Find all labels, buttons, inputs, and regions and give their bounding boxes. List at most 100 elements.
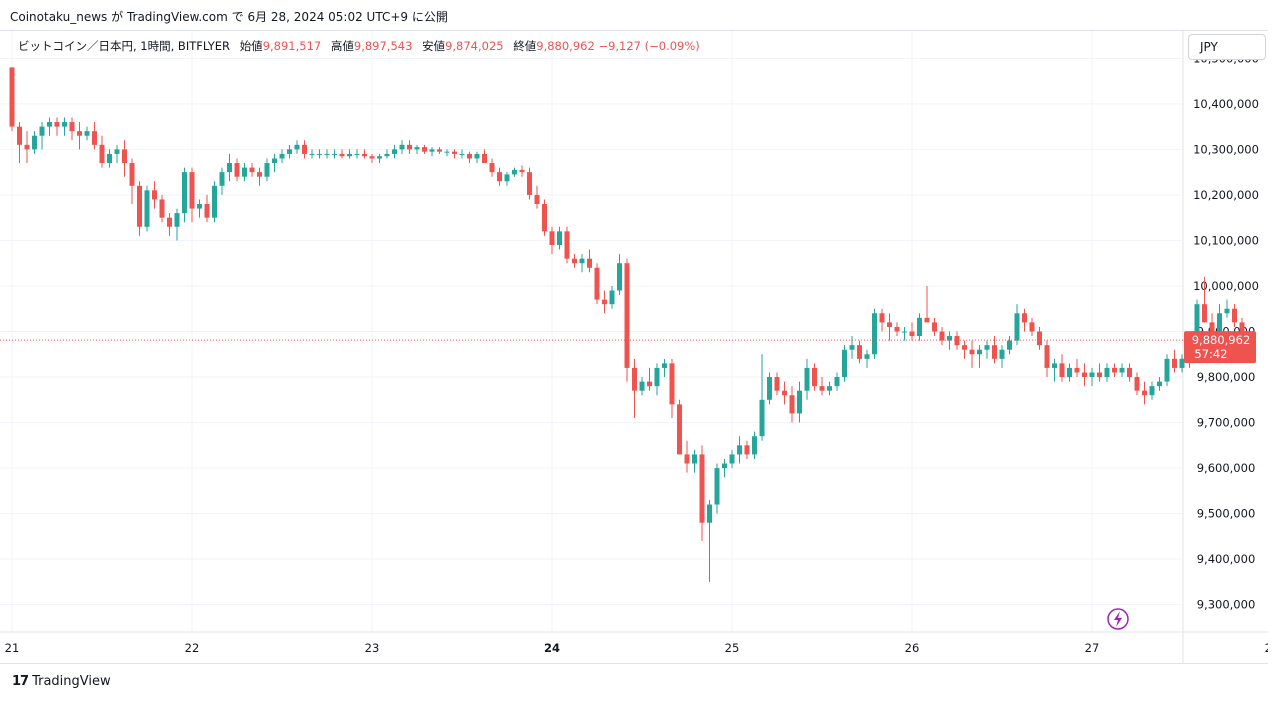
candle-body (707, 504, 712, 523)
lightning-icon (1107, 608, 1129, 630)
candle-body (902, 331, 907, 333)
candle-body (512, 169, 517, 175)
y-tick-label: 9,800,000 (1197, 370, 1256, 384)
x-tick-label: 24 (544, 641, 560, 655)
candle-body (677, 404, 682, 455)
y-tick-label: 10,000,000 (1193, 279, 1259, 293)
candle-body (624, 263, 630, 368)
tradingview-footer[interactable]: 17 TradingView (12, 674, 111, 689)
candle-body (452, 151, 457, 154)
candle-body (737, 445, 742, 455)
currency-button[interactable]: JPY (1188, 34, 1266, 60)
candle-body (894, 326, 900, 332)
candle-body (249, 167, 255, 173)
x-tick-label: 22 (185, 641, 200, 655)
candle-body (782, 390, 787, 396)
candle-body (32, 135, 37, 150)
candle-body (1142, 390, 1147, 396)
open-label: 始値 (239, 39, 263, 53)
candle-body (519, 169, 525, 173)
candle-body (1089, 372, 1095, 378)
candle-body (54, 122, 60, 127)
candle-body (1172, 358, 1177, 368)
tradingview-brand: TradingView (32, 674, 111, 689)
candle-body (17, 126, 22, 145)
candle-body (872, 313, 877, 355)
publish-info: Coinotaku_news が TradingView.com で 6月 28… (10, 8, 448, 25)
candle-body (879, 313, 885, 323)
last-price-value: 9,880,962 (1192, 333, 1251, 347)
candle-body (1104, 367, 1110, 378)
candle-body (1007, 340, 1012, 350)
chart-pane[interactable]: 9,300,000 9,400,000 9,500,000 9,600,000 9,70… (0, 30, 1279, 664)
candle-body (572, 258, 577, 264)
candle-body (992, 345, 997, 359)
candle-body (1217, 313, 1222, 332)
candle-body (617, 263, 622, 291)
candle-body (1179, 358, 1185, 368)
candle-body (744, 445, 750, 455)
candle-body (264, 163, 270, 177)
candle-body (1067, 367, 1072, 378)
tradingview-logo-icon: 17 (12, 674, 29, 689)
candle-body (999, 349, 1005, 359)
candle-body (107, 153, 112, 164)
y-tick-label: 9,400,000 (1197, 552, 1256, 566)
candle-body (459, 153, 465, 155)
candle-body (692, 454, 697, 464)
y-tick-label: 9,700,000 (1197, 416, 1256, 430)
candle-body (962, 345, 967, 350)
candle-body (324, 153, 330, 155)
candle-body (332, 153, 337, 155)
candle-body (377, 156, 382, 159)
lightning-icon-bolt (1114, 611, 1122, 627)
candle-body (1224, 308, 1230, 314)
candle-body (819, 386, 825, 391)
x-tick-label: 28 (1265, 641, 1268, 655)
high-value: 9,897,543 (353, 39, 413, 53)
candle-body (1052, 363, 1057, 368)
candle-body (422, 147, 427, 152)
candle-body (407, 144, 412, 150)
y-tick-label: 9,600,000 (1197, 461, 1256, 475)
low-label: 安値 (422, 39, 446, 53)
candle-body (1134, 377, 1140, 391)
x-tick-label: 26 (905, 641, 920, 655)
candle-body (909, 331, 915, 337)
candle-body (857, 345, 862, 359)
candle-body (204, 204, 210, 218)
candle-body (849, 345, 855, 350)
candle-body (77, 131, 82, 136)
publisher-name[interactable]: Coinotaku_news (10, 10, 108, 24)
candle-body (242, 167, 247, 177)
candle-body (159, 199, 165, 218)
candle-body (1112, 367, 1117, 373)
candle-body (182, 172, 187, 214)
candle-body (812, 367, 817, 387)
candle-body (369, 156, 375, 159)
candle-body (714, 468, 720, 505)
candle-body (1029, 322, 1035, 332)
candle-body (699, 454, 705, 523)
candle-body (174, 213, 180, 227)
candle-body (489, 163, 495, 173)
high-label: 高値 (330, 39, 354, 53)
x-tick-label: 25 (725, 641, 740, 655)
candle-body (1022, 313, 1027, 323)
candle-body (1202, 304, 1207, 323)
candle-body (984, 345, 990, 350)
candlestick-chart[interactable]: 9,300,000 9,400,000 9,500,000 9,600,000 9,70… (0, 31, 1279, 663)
candle-body (1209, 322, 1215, 332)
candle-body (99, 144, 105, 164)
candle-body (347, 153, 352, 157)
candle-body (1082, 372, 1087, 378)
candle-body (722, 463, 727, 469)
candle-body (662, 363, 667, 368)
candle-body (797, 390, 802, 414)
candle-body (497, 172, 502, 182)
symbol-title[interactable]: ビットコイン／日本円, 1時間, BITFLYER (18, 39, 231, 53)
candle-body (219, 172, 225, 186)
candle-body (62, 122, 67, 127)
ohlc-legend: ビットコイン／日本円, 1時間, BITFLYER 始値9,891,517 高値… (18, 38, 700, 54)
candle-body (977, 349, 982, 355)
